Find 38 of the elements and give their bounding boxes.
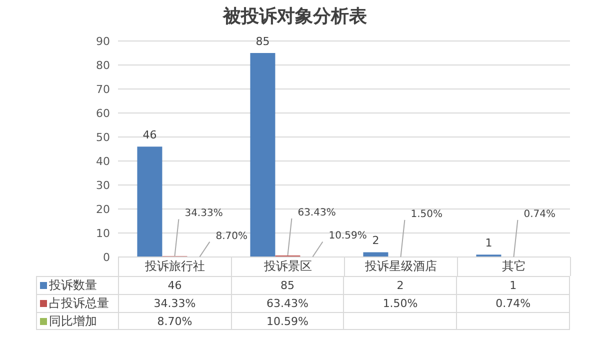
text: 10.59%: [328, 230, 367, 242]
y-tick-label: 30: [96, 178, 110, 192]
y-tick-label: 80: [96, 58, 110, 72]
legend-label: 同比增加: [37, 313, 119, 329]
chart-title: 被投诉对象分析表: [222, 5, 368, 28]
text: 1: [485, 236, 492, 250]
text: 46: [142, 128, 157, 142]
text: 0.74%: [524, 208, 556, 220]
data-label: 10.59%: [232, 313, 344, 329]
data-label: 1: [457, 277, 570, 294]
data-label: 1.50%: [344, 295, 458, 312]
y-tick-label: 70: [96, 82, 110, 96]
text: 8.70%: [216, 230, 248, 242]
y-tick-label: 20: [96, 202, 110, 216]
x-tick-label: 其它: [458, 257, 571, 276]
y-tick-label: 60: [96, 106, 110, 120]
y-tick-label: 40: [96, 154, 110, 168]
legend-label: 占投诉总量: [37, 295, 119, 312]
data-label: 34.33%: [118, 295, 232, 312]
text: 63.43%: [298, 207, 336, 218]
data-label: 85: [232, 277, 344, 294]
text: 34.33%: [184, 208, 223, 220]
y-tick-label: 50: [96, 130, 110, 144]
y-tick-label: 0: [103, 250, 110, 264]
legend-label: 投诉数量: [37, 277, 119, 294]
data-label: 63.43%: [232, 295, 344, 312]
data-label: 8.70%: [118, 313, 232, 329]
x-tick-label: 投诉旅行社: [119, 257, 232, 276]
x-tick-label: 投诉星级酒店: [345, 257, 458, 276]
x-tick-label: 投诉景区: [232, 257, 345, 276]
data-label: 0.74%: [457, 295, 570, 312]
y-tick-label: 90: [96, 34, 110, 48]
data-label: 46: [118, 277, 232, 294]
data-label: 2: [344, 277, 458, 294]
text: 85: [256, 35, 270, 48]
y-tick-label: 10: [96, 226, 110, 240]
text: 2: [372, 234, 380, 248]
text: 1.50%: [410, 208, 442, 220]
